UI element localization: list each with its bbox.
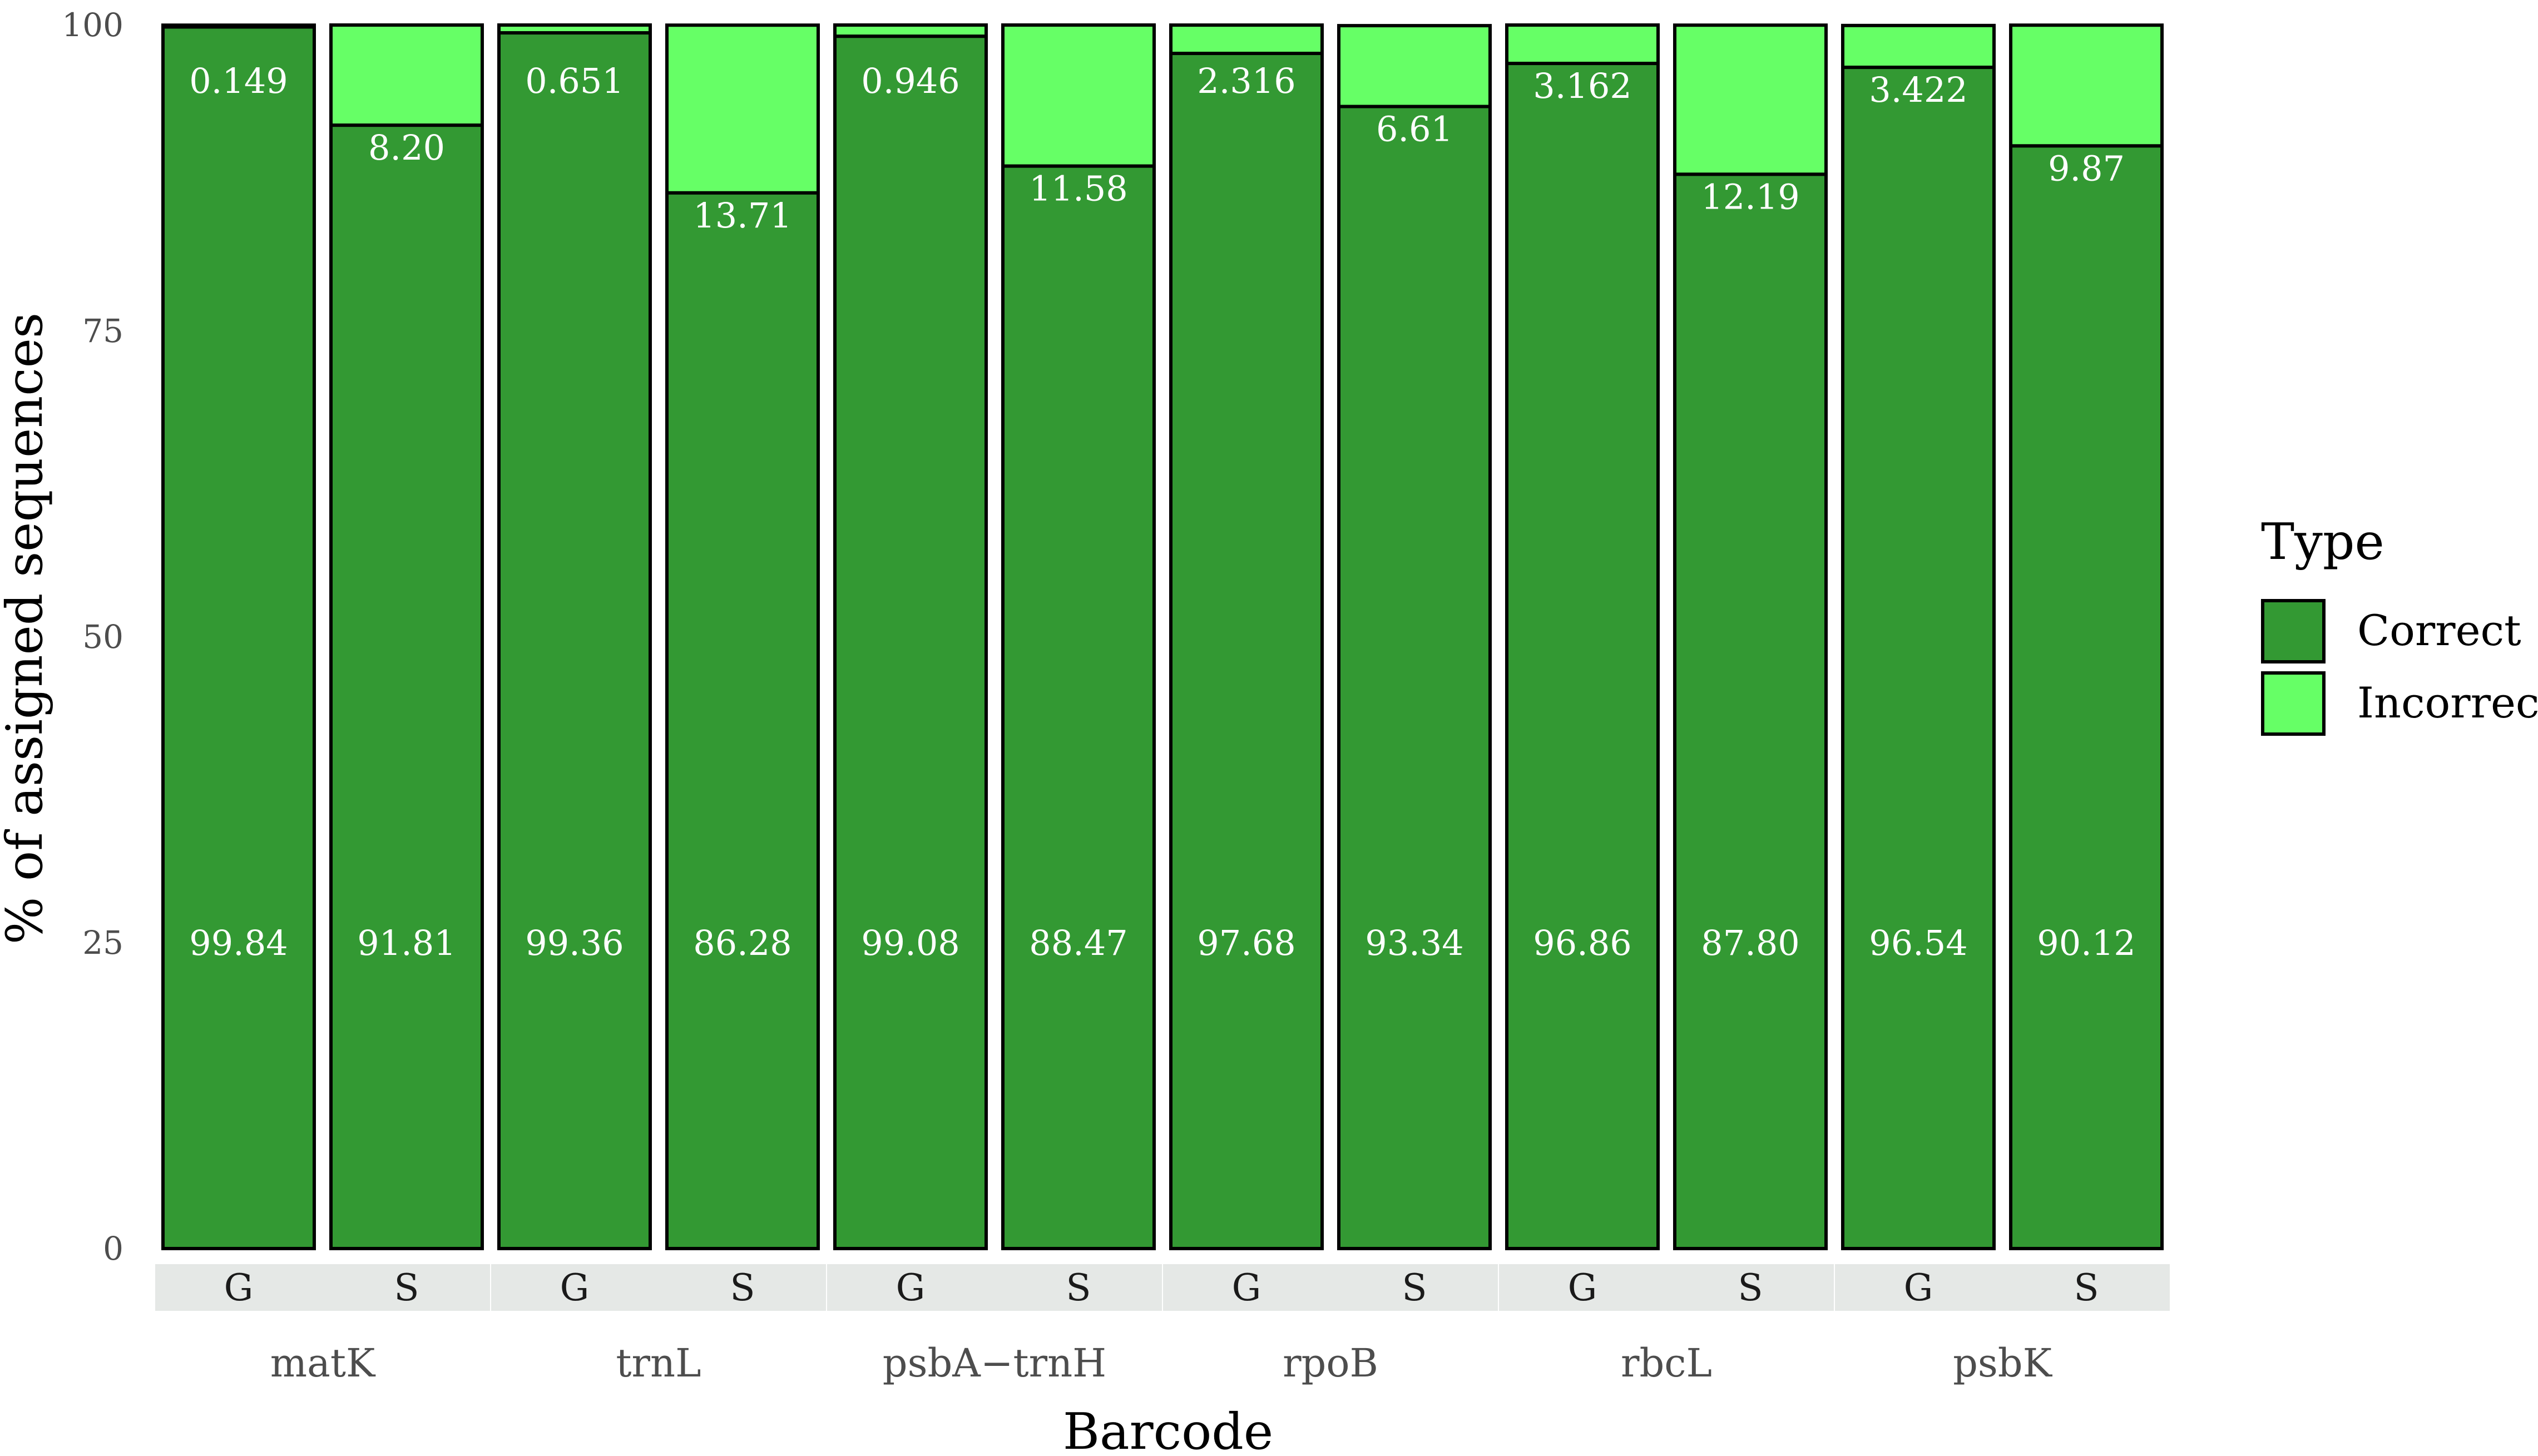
facet-strip-label: S <box>730 1266 755 1309</box>
data-label-incorrect: 0.651 <box>525 61 624 101</box>
bar-segment-correct <box>1337 105 1492 1250</box>
bar-segment-correct <box>1169 52 1324 1250</box>
facet-strip-label: G <box>1568 1266 1597 1309</box>
bar-segment-correct <box>833 34 988 1251</box>
bar-segment-correct <box>161 25 316 1250</box>
data-label-incorrect: 0.149 <box>189 61 288 101</box>
data-label-incorrect: 0.946 <box>861 61 960 101</box>
y-tick-label: 100 <box>62 6 123 44</box>
x-axis-title: Barcode <box>1063 1403 1273 1456</box>
data-label-correct: 90.12 <box>2037 923 2136 963</box>
facet-strip <box>155 1264 490 1311</box>
data-label-correct: 97.68 <box>1197 923 1296 963</box>
y-tick-label: 25 <box>82 924 123 962</box>
bar-segment-incorrect <box>1169 23 1324 56</box>
facet-strip-label: G <box>1232 1266 1261 1309</box>
y-axis-title: % of assigned sequences <box>0 313 54 944</box>
bar-segment-incorrect <box>329 23 484 127</box>
y-axis-ticks: 0 25 50 75 100 <box>62 6 123 1267</box>
data-label-correct: 96.54 <box>1869 923 1968 963</box>
facet-strip-label: G <box>1904 1266 1933 1309</box>
bar-segment-incorrect <box>1841 23 1996 70</box>
legend: Type Correct Incorrect <box>2261 513 2538 736</box>
facet-strip-label: S <box>1738 1266 1763 1309</box>
facet-strip <box>1163 1264 1498 1311</box>
x-axis-group-label: rpoB <box>1283 1340 1378 1386</box>
facet-strip-label: G <box>224 1266 254 1309</box>
data-label-incorrect: 9.87 <box>2048 148 2125 189</box>
legend-key-incorrect <box>2261 671 2326 736</box>
bars-layer: 0.149 99.84 8.20 91.81 0.651 99.36 13.71 86.28 0… <box>161 23 2164 1251</box>
bar-segment-incorrect <box>833 23 988 38</box>
y-tick-label: 50 <box>82 618 123 656</box>
bar-segment-correct <box>329 123 484 1250</box>
data-label-incorrect: 3.162 <box>1533 66 1632 106</box>
x-axis-group-label: matK <box>270 1340 376 1386</box>
bar-segment-incorrect <box>1337 24 1492 108</box>
x-axis-group-label: psbA−trnH <box>883 1340 1106 1386</box>
data-label-correct: 96.86 <box>1533 923 1632 963</box>
y-tick-label: 75 <box>82 312 123 350</box>
bar-segment-correct <box>1673 172 1828 1250</box>
data-label-incorrect: 13.71 <box>693 195 792 236</box>
facet-strip-label: S <box>1066 1266 1091 1309</box>
legend-label-incorrect: Incorrect <box>2357 678 2538 727</box>
data-label-incorrect: 2.316 <box>1197 61 1296 101</box>
x-axis-group-labels: matK trnL psbA−trnH rpoB rbcL psbK <box>270 1340 2053 1386</box>
data-label-correct: 99.84 <box>189 923 288 963</box>
bar-segment-incorrect <box>665 23 820 195</box>
data-label-incorrect: 11.58 <box>1029 169 1128 209</box>
facet-strip <box>1499 1264 1834 1311</box>
facet-strip-label: S <box>394 1266 419 1309</box>
bar-segment-correct <box>1505 62 1660 1250</box>
bar-segment-incorrect <box>1505 23 1660 66</box>
bar-segment-correct <box>497 31 652 1250</box>
bar-segment-correct <box>2009 144 2164 1250</box>
data-label-incorrect: 8.20 <box>368 127 445 168</box>
facet-strip <box>1835 1264 2170 1311</box>
legend-title: Type <box>2261 513 2384 571</box>
bar-segment-incorrect <box>1001 23 1156 168</box>
data-label-correct: 88.47 <box>1029 923 1128 963</box>
facet-strip-label: G <box>896 1266 926 1309</box>
data-label-correct: 87.80 <box>1701 923 1800 963</box>
legend-label-correct: Correct <box>2357 606 2521 655</box>
data-label-correct: 99.36 <box>525 923 624 963</box>
data-label-incorrect: 6.61 <box>1376 109 1453 150</box>
facet-strip <box>491 1264 826 1311</box>
y-tick-label: 0 <box>103 1230 123 1267</box>
data-label-correct: 93.34 <box>1365 923 1464 963</box>
x-axis-group-label: psbK <box>1953 1340 2053 1386</box>
data-label-incorrect: 12.19 <box>1701 176 1800 217</box>
x-axis-group-label: trnL <box>616 1340 701 1386</box>
bar-segment-correct <box>1841 66 1996 1250</box>
facet-strip <box>827 1264 1162 1311</box>
facet-strip-label: S <box>2074 1266 2099 1309</box>
data-label-correct: 91.81 <box>357 923 456 963</box>
x-axis-group-label: rbcL <box>1621 1340 1712 1386</box>
facet-strip-label: S <box>1402 1266 1427 1309</box>
facet-strip-label: G <box>560 1266 590 1309</box>
legend-key-correct <box>2261 599 2326 663</box>
data-label-correct: 99.08 <box>861 923 960 963</box>
data-label-correct: 86.28 <box>693 923 792 963</box>
bar-segment-correct <box>665 191 820 1251</box>
bar-segment-incorrect <box>1673 23 1828 176</box>
bar-segment-incorrect <box>2009 23 2164 148</box>
data-label-incorrect: 3.422 <box>1869 70 1968 110</box>
bar-segment-correct <box>1001 164 1156 1250</box>
